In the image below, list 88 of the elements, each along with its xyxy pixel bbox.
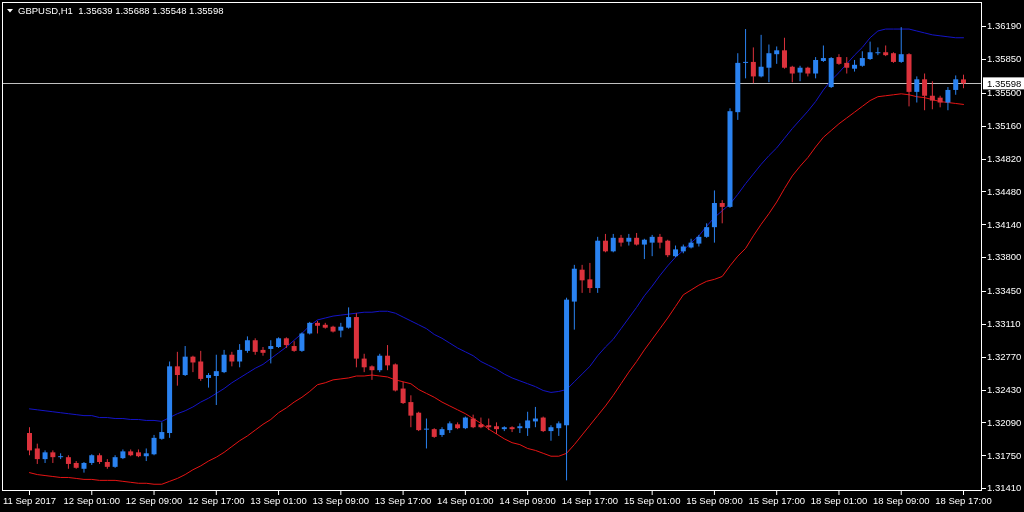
candlestick [182,345,188,377]
candlestick [602,233,608,253]
y-tick-label: 1.34480 [987,185,1022,197]
y-tick-label: 1.32430 [987,383,1022,395]
x-tick-label: 12 Sep 09:00 [125,495,183,506]
x-tick-label: 14 Sep 09:00 [499,495,556,506]
x-tick-label: 15 Sep 09:00 [686,495,743,506]
y-tick-label: 1.33800 [987,251,1022,263]
candlestick [408,394,414,428]
candlestick [361,353,367,373]
candlestick [237,343,243,368]
x-tick-label: 12 Sep 17:00 [188,495,245,506]
candlestick [914,75,920,104]
candlestick [42,449,48,464]
candlestick [929,80,935,110]
candlestick [813,56,819,79]
candlestick [657,233,663,249]
candlestick [922,73,928,111]
y-tick-label: 1.33110 [987,318,1021,330]
candlestick [953,74,959,96]
y-tick-label: 1.35160 [987,120,1022,132]
candlestick [945,86,951,111]
candlestick [548,424,554,442]
x-tick-label: 14 Sep 01:00 [437,495,494,506]
candlestick [198,350,204,382]
candlestick [268,339,274,364]
candlestick [260,346,266,357]
candlestick [618,234,624,247]
candlestick [781,37,787,70]
chart-title: GBPUSD,H1 1.35639 1.35688 1.35548 1.35598 [18,5,224,16]
x-tick-label: 18 Sep 17:00 [935,495,992,506]
y-tick-label: 1.31410 [987,482,1022,494]
candlestick [649,234,655,257]
candlestick [525,411,531,437]
x-tick-label: 18 Sep 01:00 [810,495,868,506]
x-tick-label: 15 Sep 17:00 [748,495,805,506]
candlestick [750,46,756,84]
candlestick [867,41,873,61]
candlestick [27,426,32,456]
candlestick [50,449,56,464]
x-tick-label: 18 Sep 09:00 [872,495,930,506]
candlestick [346,306,352,330]
candlestick [898,26,904,64]
candlestick [719,199,725,224]
candlestick [587,262,593,294]
y-tick-label: 1.34820 [987,152,1022,164]
candlestick [291,340,297,353]
y-tick-label: 1.35850 [987,53,1022,65]
x-tick-label: 12 Sep 01:00 [63,495,121,506]
y-tick-label: 1.31750 [987,449,1022,461]
candlestick [174,351,180,387]
candlestick [610,233,616,253]
y-tick-label: 1.35500 [987,87,1022,99]
y-tick-label: 1.32770 [987,350,1022,362]
candlestick [766,44,772,83]
candlestick [517,422,523,434]
candlestick [213,354,219,406]
candlestick [743,28,749,79]
x-tick-label: 15 Sep 01:00 [623,495,681,506]
candlestick [151,434,157,456]
y-tick-label: 1.34140 [987,218,1022,230]
candlestick [221,349,227,374]
y-tick-label: 1.32090 [987,416,1022,428]
candlestick [81,461,87,474]
x-tick-label: 14 Sep 17:00 [561,495,619,506]
candlestick [758,34,764,78]
candlestick [400,381,406,405]
candlestick [797,65,803,82]
candlestick [34,443,40,465]
candlestick [229,351,235,367]
candlestick [579,264,585,294]
x-tick-label: 11 Sep 2017 [2,495,57,506]
x-tick-label: 13 Sep 09:00 [312,495,370,506]
candlestick [385,344,391,371]
candlestick [478,417,484,429]
line-series [29,28,964,422]
x-tick-label: 13 Sep 01:00 [250,495,307,506]
x-tick-label: 13 Sep 17:00 [374,495,432,506]
candlestick [509,425,515,433]
candlestick [377,353,383,373]
candlestick [641,238,647,260]
candlestick [875,46,881,56]
ref-line-label: 1.35598 [987,77,1022,89]
y-tick-label: 1.33450 [987,285,1022,297]
candlestick [423,418,429,449]
candlestick [369,364,375,381]
candlestick [416,411,422,432]
y-tick-label: 1.36190 [987,20,1022,32]
